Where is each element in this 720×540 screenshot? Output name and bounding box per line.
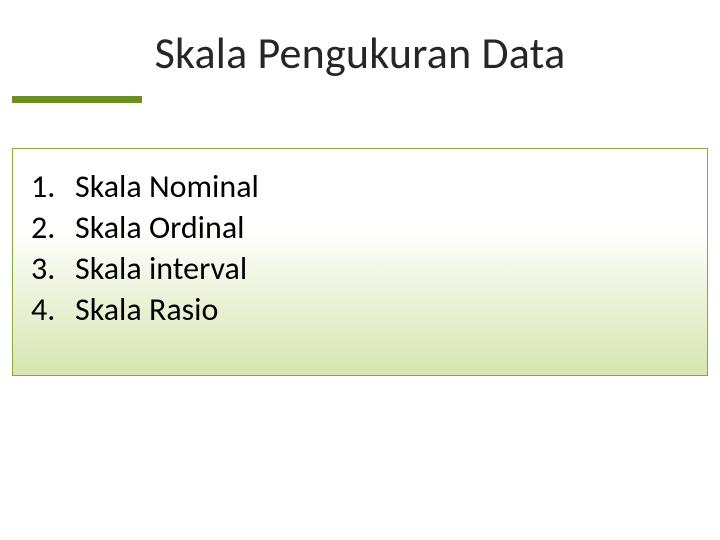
list-item-label: Skala Ordinal	[75, 208, 244, 249]
title-accent-bar	[12, 96, 142, 103]
list-item-number: 2.	[31, 208, 75, 249]
title-bar: Skala Pengukuran Data	[12, 10, 708, 96]
list-item: 2. Skala Ordinal	[31, 208, 679, 249]
content-box: 1. Skala Nominal 2. Skala Ordinal 3. Ska…	[12, 148, 708, 376]
list-item-label: Skala interval	[75, 249, 247, 290]
list-item: 1. Skala Nominal	[31, 167, 679, 208]
slide-title: Skala Pengukuran Data	[155, 26, 566, 80]
list-item-label: Skala Nominal	[75, 167, 259, 208]
list-item: 3. Skala interval	[31, 249, 679, 290]
list-item-number: 4.	[31, 290, 75, 331]
list-item-label: Skala Rasio	[75, 290, 218, 331]
list-item-number: 1.	[31, 167, 75, 208]
scale-list: 1. Skala Nominal 2. Skala Ordinal 3. Ska…	[31, 167, 679, 331]
list-item-number: 3.	[31, 249, 75, 290]
list-item: 4. Skala Rasio	[31, 290, 679, 331]
